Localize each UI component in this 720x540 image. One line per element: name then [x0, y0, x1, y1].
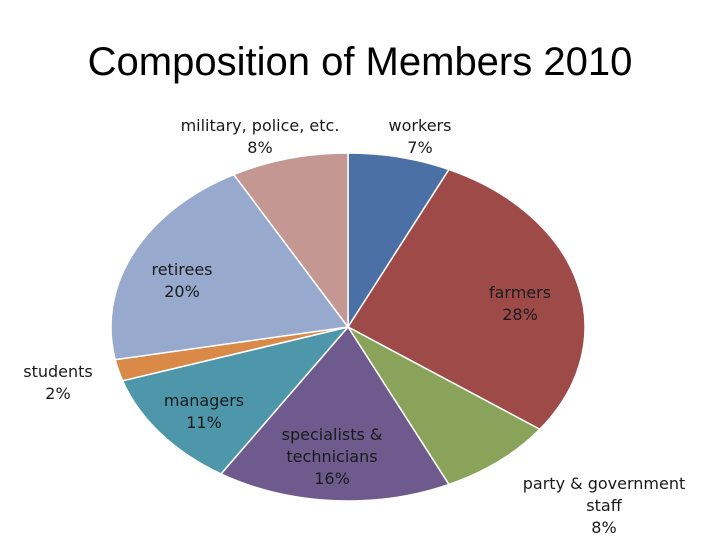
slice-percent: 7%: [407, 138, 432, 157]
slice-name: staff: [586, 496, 622, 515]
slice-name: workers: [389, 116, 452, 135]
slice-percent: 8%: [247, 138, 272, 157]
slice-percent: 28%: [502, 305, 538, 324]
slice-name: managers: [164, 391, 244, 410]
slice-label: workers 7%: [389, 116, 452, 157]
slice-name: specialists &: [282, 425, 383, 444]
slice-name: military, police, etc.: [181, 116, 340, 135]
slice-percent: 16%: [314, 469, 350, 488]
slice-percent: 11%: [186, 413, 222, 432]
slice-percent: 2%: [45, 384, 70, 403]
slice-name: retirees: [151, 260, 212, 279]
slice-percent: 8%: [591, 518, 616, 537]
slice-name: farmers: [489, 283, 551, 302]
slice-label: party & government staff 8%: [523, 474, 685, 537]
slice-name: party & government: [523, 474, 685, 493]
slice-percent: 20%: [164, 282, 200, 301]
slice-name: technicians: [286, 447, 377, 466]
slice-label: students 2%: [23, 362, 93, 403]
slice-label: military, police, etc. 8%: [181, 116, 340, 157]
slice-name: students: [23, 362, 93, 381]
